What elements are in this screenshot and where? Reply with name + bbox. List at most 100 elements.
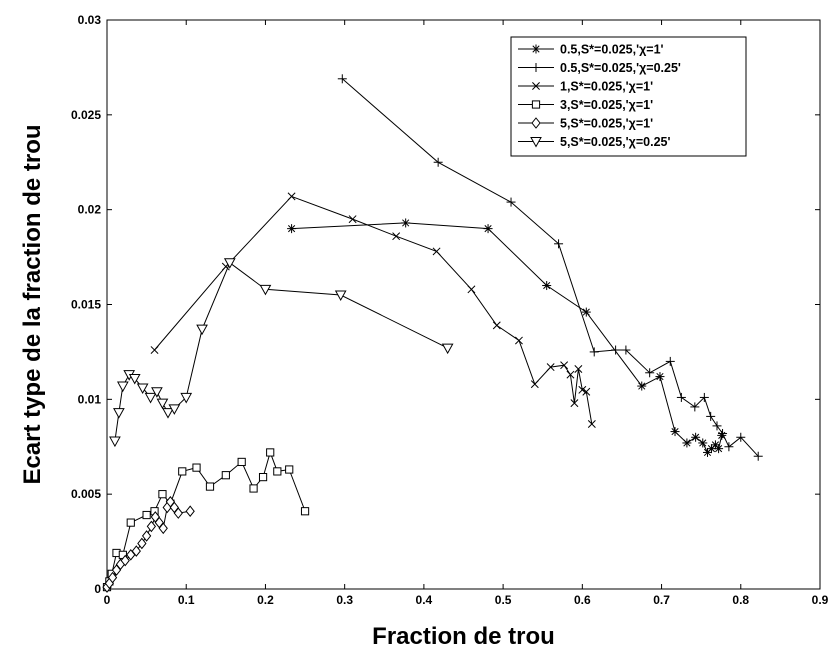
series-6-point: [144, 392, 157, 404]
series-3-line: [154, 195, 593, 425]
series-1-point: [287, 224, 297, 234]
series-1-point: [670, 427, 680, 437]
x-tick-label: 0.8: [732, 593, 749, 607]
legend-label: 0.5,S*=0.025,'χ=1': [560, 43, 664, 57]
series-3-point: [587, 420, 596, 428]
legend-entry: 5,S*=0.025,'χ=1': [518, 117, 653, 131]
y-tick-label: 0.01: [78, 392, 102, 406]
legend-label: 5,S*=0.025,'χ=0.25': [560, 135, 670, 149]
series-3-point: [530, 380, 539, 389]
series-6-point: [259, 284, 272, 296]
series-6-point: [441, 343, 454, 355]
series-2-point: [724, 442, 734, 452]
y-axis-title: Ecart type de la fraction de trou: [19, 124, 46, 484]
series-2-point: [712, 421, 722, 431]
y-tick-label: 0.03: [78, 13, 102, 27]
series-1-point: [682, 438, 692, 448]
series-3-point: [566, 370, 575, 379]
series-4-point: [142, 510, 151, 520]
legend: 0.5,S*=0.025,'χ=1' 0.5,S*=0.025,'χ=0.25' 1…: [510, 36, 747, 157]
series-2-point: [753, 451, 763, 461]
series-5: [102, 495, 195, 593]
series-2-point: [645, 368, 655, 378]
series-5-point: [137, 537, 147, 550]
series-2-point: [690, 402, 700, 412]
series-4-point: [273, 467, 282, 476]
series-5-point: [120, 554, 130, 567]
series-4-point: [205, 482, 215, 491]
x-tick-label: 0.9: [812, 593, 829, 607]
legend-entry: 0.5,S*=0.025,'χ=0.25': [518, 61, 681, 75]
series-1-point: [698, 438, 708, 448]
series-2-point: [706, 411, 716, 421]
series-2-point: [554, 239, 564, 249]
series-6-point: [168, 404, 181, 415]
series-1-point: [637, 381, 647, 391]
series-4-point: [126, 518, 135, 527]
series-2-point: [699, 392, 709, 402]
series-6-point: [113, 408, 125, 419]
series-3-point: [582, 387, 591, 396]
series-3-point: [546, 363, 555, 372]
legend-entry: 1,S*=0.025,'χ=1': [518, 80, 653, 94]
legend-marker: [531, 117, 541, 129]
y-tick-label: 0.015: [71, 298, 101, 312]
legend-entry: 0.5,S*=0.025,'χ=1': [518, 43, 664, 57]
x-tick-label: 0.7: [653, 593, 670, 607]
series-5-point: [131, 545, 141, 557]
y-tick-label: 0: [94, 582, 101, 596]
series-5-point: [158, 522, 168, 535]
series-2-point: [621, 345, 631, 355]
series-4-point: [158, 490, 167, 499]
series-2-point: [665, 356, 675, 366]
legend-label: 5,S*=0.025,'χ=1': [560, 117, 653, 131]
series-5-point: [141, 530, 152, 542]
series-2-point: [433, 157, 443, 167]
x-tick-label: 0.6: [574, 593, 591, 607]
series-3-point: [432, 247, 441, 256]
series-2-line: [341, 78, 759, 457]
series-1-point: [655, 372, 665, 382]
series-3-point: [574, 365, 583, 373]
series-3-point: [467, 285, 476, 294]
x-tick-label: 0.2: [257, 593, 274, 607]
series-2-point: [676, 392, 686, 402]
series-1-point: [691, 432, 701, 442]
series-4-point: [237, 457, 246, 467]
legend-box: [510, 36, 747, 157]
legend-entry: 5,S*=0.025,'χ=0.25': [518, 135, 670, 149]
series-4-point: [300, 507, 310, 516]
series-3-point: [150, 346, 159, 354]
series-3-point: [492, 321, 501, 330]
series-3-point: [287, 192, 296, 201]
legend-label: 1,S*=0.025,'χ=1': [560, 80, 653, 94]
legend-marker: [531, 44, 541, 54]
series-2-point: [736, 432, 746, 442]
series-6-point: [196, 324, 208, 336]
series-1-point: [542, 281, 552, 291]
x-tick-label: 0.5: [495, 593, 512, 607]
series-3-point: [560, 361, 569, 370]
y-tick-label: 0.025: [71, 108, 101, 122]
x-tick-label: 0.1: [178, 593, 195, 607]
series-2-point: [589, 347, 599, 357]
series-1-point: [714, 444, 724, 454]
series-group: [102, 74, 763, 593]
y-tick-label: 0.02: [78, 203, 102, 217]
series-2-point: [506, 197, 516, 207]
series-2-point: [718, 428, 728, 438]
series-6-point: [180, 392, 193, 404]
series-1-point: [401, 218, 411, 228]
series-4-point: [258, 472, 268, 482]
series-4-point: [266, 448, 275, 457]
series-6-point: [223, 258, 236, 269]
series-5-point: [173, 507, 183, 519]
x-axis-title: Fraction de trou: [372, 623, 555, 649]
series-6-point: [151, 387, 163, 398]
series-5-point: [107, 571, 118, 584]
series-2-point: [611, 345, 621, 355]
series-5-point: [146, 520, 157, 533]
series-3-point: [348, 215, 357, 224]
series-6-point: [116, 381, 129, 393]
